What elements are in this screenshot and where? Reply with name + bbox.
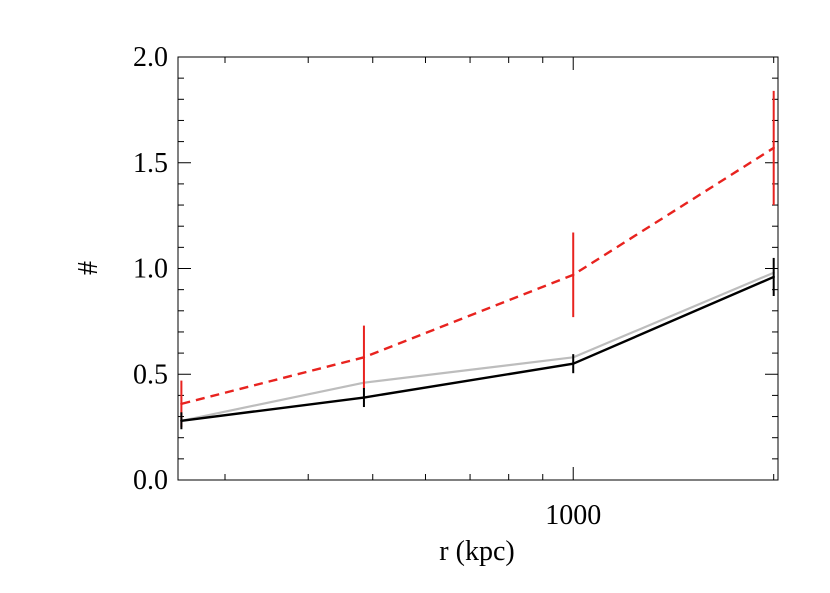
y-tick-label: 1.0	[133, 254, 168, 285]
x-axis-label: r (kpc)	[439, 536, 514, 567]
axes: 0.0 0.5 1.0 1.5 2.0 1000	[133, 42, 779, 531]
y-axis-label: #	[73, 261, 104, 275]
y-tick-label: 2.0	[133, 42, 168, 73]
x-tick-label: 1000	[545, 500, 601, 531]
y-tick-label: 1.5	[133, 148, 168, 179]
series-1-line	[181, 146, 775, 406]
series-0-line	[181, 271, 775, 422]
y-tick-label: 0.5	[133, 359, 168, 390]
series-2-line	[181, 275, 775, 422]
y-tick-label: 0.0	[133, 465, 168, 496]
plot-area	[180, 90, 775, 430]
plot-frame	[177, 56, 779, 481]
